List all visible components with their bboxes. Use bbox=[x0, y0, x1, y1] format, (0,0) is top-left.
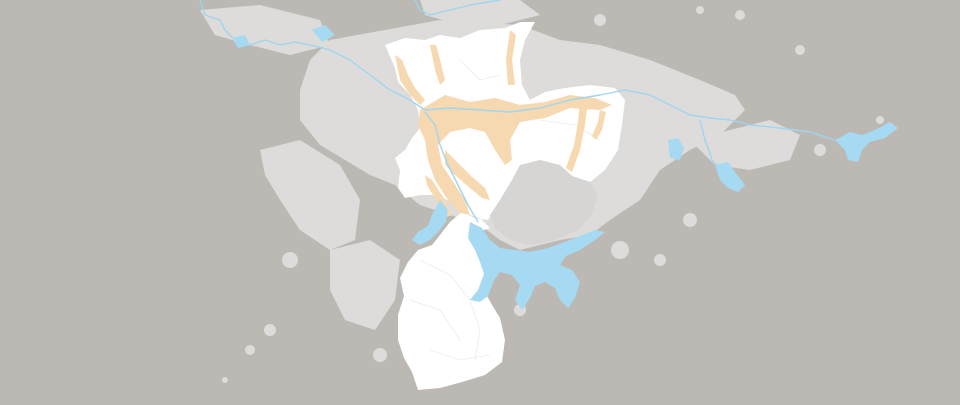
urban-patch bbox=[814, 144, 826, 156]
urban-patch bbox=[245, 345, 255, 355]
urban-patch bbox=[222, 377, 228, 383]
floodplain-northwest bbox=[395, 55, 425, 105]
lake-west bbox=[232, 35, 250, 48]
floodplain-east-2 bbox=[592, 110, 606, 140]
urban-patch bbox=[683, 213, 697, 227]
urban-area-southwest bbox=[330, 240, 400, 330]
urban-patch bbox=[876, 116, 884, 124]
urban-patch bbox=[654, 254, 666, 266]
urban-area-north bbox=[420, 0, 540, 25]
river-tiete-west bbox=[199, 0, 426, 111]
lake-north bbox=[312, 25, 335, 42]
floodplain-south bbox=[445, 150, 490, 200]
river-layer bbox=[199, 0, 836, 223]
river-tiete-east bbox=[624, 89, 836, 141]
floodplain-layer bbox=[395, 30, 612, 217]
reservoir-guarapiranga bbox=[412, 200, 448, 245]
reservoir-billings bbox=[468, 222, 605, 310]
urban-patch bbox=[373, 348, 387, 362]
river-north bbox=[414, 0, 501, 16]
lake-east bbox=[668, 138, 684, 160]
river-tiete-central bbox=[424, 89, 626, 113]
urban-patch bbox=[611, 241, 629, 259]
floodplain-central bbox=[418, 95, 612, 215]
urban-patch bbox=[795, 45, 805, 55]
floodplain-east bbox=[566, 100, 588, 172]
urban-patch bbox=[594, 14, 606, 26]
urban-patch bbox=[264, 324, 276, 336]
river-pinheiros bbox=[424, 111, 479, 223]
neighboring-municipality bbox=[490, 160, 598, 245]
urban-patch bbox=[696, 6, 704, 14]
reservoir-east-1 bbox=[715, 162, 745, 192]
floodplain-north-2 bbox=[506, 30, 516, 85]
urban-patch bbox=[735, 10, 745, 20]
floodplain-southwest bbox=[425, 175, 452, 217]
urban-area-east bbox=[690, 120, 800, 170]
urban-area-west bbox=[260, 140, 360, 250]
floodplain-north-1 bbox=[430, 45, 445, 85]
reservoir-far-east bbox=[835, 122, 898, 162]
urban-patch bbox=[282, 252, 298, 268]
water-layer bbox=[232, 25, 898, 310]
